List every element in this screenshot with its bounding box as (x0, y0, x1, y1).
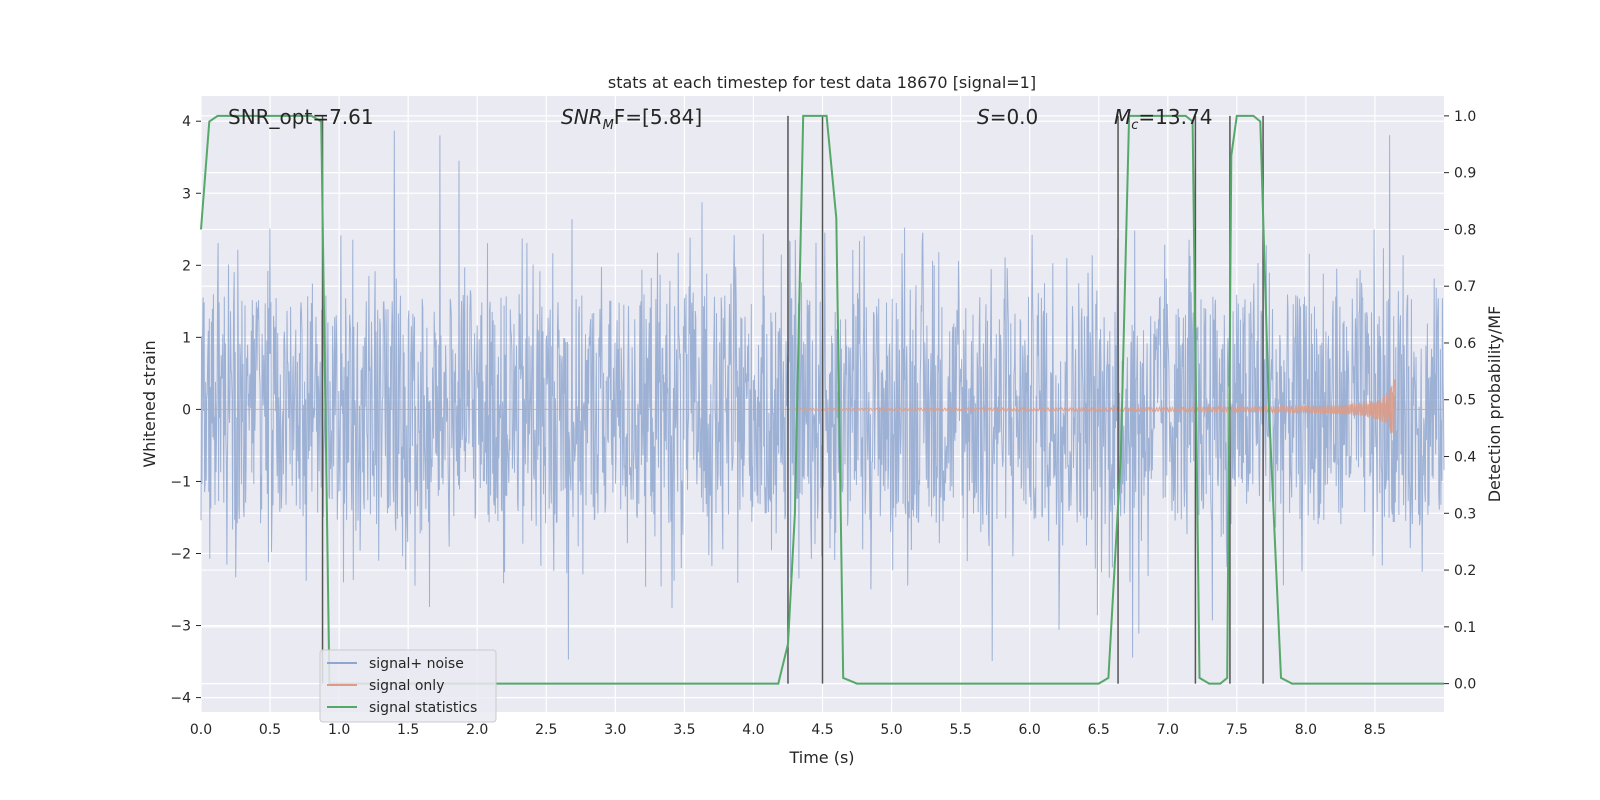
y-left-tick-label: −3 (170, 619, 191, 635)
series-signal-statistics (200, 114, 1444, 685)
x-tick-label: 5.5 (949, 722, 971, 738)
annotation-snr-mf-name: SNR (561, 105, 603, 129)
x-tick-label: 0.5 (259, 722, 281, 738)
annotation-snr-mf-sub: M (603, 118, 614, 133)
y-left-tick-label: 1 (182, 330, 191, 346)
annotation-snr-mf-rest: F=[5.84] (614, 105, 702, 129)
annotation-mc-rest: =13.74 (1138, 105, 1212, 129)
y-left-tick-label: −4 (170, 691, 191, 707)
y-left-ticks: −4 −3 −2 −1 0 1 2 3 4 (170, 114, 201, 707)
x-tick-label: 0.0 (190, 722, 212, 738)
y-left-tick-label: 3 (182, 186, 191, 202)
x-tick-label: 3.0 (604, 722, 626, 738)
x-tick-label: 5.0 (880, 722, 902, 738)
y-right-ticks: 0.0 0.1 0.2 0.3 0.4 0.5 0.6 0.7 0.8 0.9 1.0 (1444, 109, 1476, 693)
y-right-tick-label: 0.3 (1454, 506, 1476, 522)
annotation-s-rest: =0.0 (990, 105, 1039, 129)
annotation-s-name: S (977, 105, 990, 129)
x-ticks: 0.0 0.5 1.0 1.5 2.0 2.5 3.0 3.5 4.0 4.5 5.0 5.5 6.0 6… (190, 722, 1386, 738)
y-right-tick-label: 0.8 (1454, 222, 1476, 238)
x-tick-label: 2.0 (466, 722, 488, 738)
y-left-tick-label: 4 (182, 114, 191, 130)
annotation-snr-opt: SNR_opt=7.61 (228, 105, 374, 129)
legend-label-signal-statistics: signal statistics (369, 700, 477, 716)
x-tick-label: 3.5 (673, 722, 695, 738)
y-right-tick-label: 0.4 (1454, 450, 1476, 466)
y-right-axis-title: Detection probability/MF (1485, 306, 1504, 503)
y-right-tick-label: 0.9 (1454, 166, 1476, 182)
x-tick-label: 8.0 (1295, 722, 1317, 738)
y-right-tick-label: 0.6 (1454, 336, 1476, 352)
legend-box (319, 649, 497, 723)
x-axis-title: Time (s) (788, 748, 854, 767)
legend: signal+ noise signal only signal statist… (319, 649, 497, 723)
legend-label-signal-only: signal only (369, 678, 444, 694)
annotation-mc: Mc=13.74 (1114, 105, 1212, 133)
x-tick-label: 6.5 (1088, 722, 1110, 738)
y-right-tick-label: 0.7 (1454, 279, 1476, 295)
chart-title: stats at each timestep for test data 186… (608, 73, 1036, 92)
y-right-tick-label: 0.0 (1454, 677, 1476, 693)
x-tick-label: 4.0 (742, 722, 764, 738)
y-left-tick-label: 2 (182, 258, 191, 274)
x-tick-label: 7.5 (1226, 722, 1248, 738)
y-right-tick-label: 0.2 (1454, 563, 1476, 579)
annotation-mc-sub: c (1131, 118, 1138, 133)
y-right-tick-label: 0.5 (1454, 393, 1476, 409)
y-left-tick-label: −2 (170, 546, 191, 562)
y-right-tick-label: 0.1 (1454, 620, 1476, 636)
line-signal-statistics (200, 114, 1444, 685)
x-tick-label: 4.5 (811, 722, 833, 738)
y-left-tick-label: 0 (182, 402, 191, 418)
annotation-s: S=0.0 (977, 105, 1038, 129)
x-tick-label: 1.5 (397, 722, 419, 738)
y-left-axis-title: Whitened strain (140, 340, 159, 467)
y-left-tick-label: −1 (170, 474, 191, 490)
x-tick-label: 2.5 (535, 722, 557, 738)
legend-label-signal-noise: signal+ noise (369, 656, 464, 672)
x-tick-label: 1.0 (328, 722, 350, 738)
x-tick-label: 8.5 (1364, 722, 1386, 738)
x-tick-label: 6.0 (1019, 722, 1041, 738)
y-right-tick-label: 1.0 (1454, 109, 1476, 125)
x-tick-label: 7.0 (1157, 722, 1179, 738)
annotation-snr-mf: SNRMF=[5.84] (561, 105, 702, 133)
annotation-mc-name: M (1114, 105, 1131, 129)
